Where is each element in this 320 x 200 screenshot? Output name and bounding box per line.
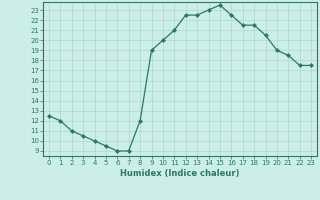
- X-axis label: Humidex (Indice chaleur): Humidex (Indice chaleur): [120, 169, 240, 178]
